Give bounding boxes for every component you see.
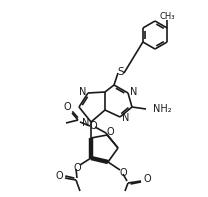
Text: S: S [118, 67, 124, 77]
Text: O: O [73, 163, 81, 173]
Text: CH₃: CH₃ [159, 11, 175, 20]
Text: O: O [55, 171, 63, 181]
Text: NH₂: NH₂ [153, 104, 172, 114]
Text: N: N [79, 87, 87, 97]
Text: O: O [106, 127, 114, 137]
Text: N: N [130, 87, 138, 97]
Text: N: N [82, 118, 90, 128]
Text: N: N [122, 113, 130, 123]
Text: O: O [63, 102, 71, 112]
Text: O: O [89, 121, 97, 131]
Text: O: O [143, 174, 151, 184]
Text: O: O [119, 168, 127, 178]
